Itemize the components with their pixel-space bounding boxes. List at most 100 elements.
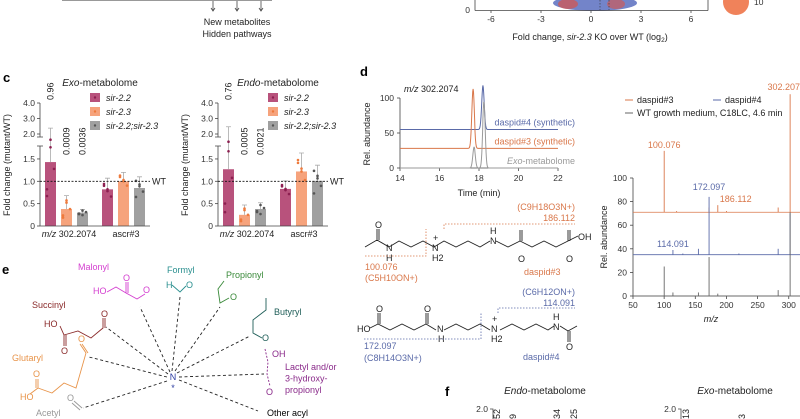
- data-point: [102, 182, 106, 186]
- atom: H: [386, 253, 393, 263]
- atom: N: [432, 243, 439, 253]
- acyl-label-glutaryl: Glutaryl: [12, 353, 43, 363]
- succinyl-structure: [59, 318, 106, 346]
- legend-label: sir-2.2: [106, 93, 131, 103]
- legend-dot: [271, 124, 275, 127]
- acyl-label-lactyl: 3-hydroxy-: [285, 374, 328, 384]
- y-tick-label: 80: [618, 197, 628, 207]
- volcano-xtick: 3: [639, 14, 644, 24]
- acyl-label-lactyl: propionyl: [285, 385, 322, 395]
- volcano-xtick: -3: [537, 14, 545, 24]
- atom: N: [490, 236, 497, 246]
- acyl-label-other: Other acyl: [267, 408, 308, 418]
- legend-dot: [271, 96, 275, 99]
- legend-dot: [93, 124, 97, 127]
- acyl-label-acetyl: Acetyl: [36, 408, 61, 418]
- fragment-formula: (C5H10ON+): [365, 273, 418, 283]
- p-value-label: 0.76: [224, 82, 234, 100]
- chart-title: Exo-metabolome: [62, 78, 138, 89]
- p-value-label: 0.0009: [62, 127, 72, 155]
- atom: +: [492, 314, 497, 324]
- data-point: [77, 212, 81, 215]
- y-tick-label: 50: [385, 128, 395, 138]
- acyl-label-succinyl: Succinyl: [32, 300, 66, 310]
- data-point: [239, 218, 243, 221]
- glutaryl-structure: [29, 343, 89, 395]
- volcano-xtick: -6: [487, 14, 495, 24]
- y-tick-label: 0: [389, 163, 394, 173]
- y-tick-label: 20: [618, 267, 628, 277]
- atom: O: [78, 334, 85, 344]
- p-value-label: 0.96: [46, 82, 56, 100]
- data-point: [102, 184, 106, 188]
- data-point: [61, 214, 65, 217]
- category-italic: m/z: [42, 229, 57, 239]
- data-point: [106, 188, 109, 191]
- atom: O: [61, 346, 68, 356]
- data-point: [296, 161, 300, 165]
- caption-new-metabolites: New metabolites: [204, 17, 271, 27]
- y-tick-label: 0: [30, 221, 35, 231]
- y-tick-label: 1.5: [201, 154, 213, 164]
- bar-sir-2-2: [223, 169, 234, 226]
- acyl-label-formyl: Formyl: [167, 265, 195, 275]
- panel-f: Endo-metabolome Exo-metabolome 2.0 2.0 5…: [476, 386, 773, 419]
- panel-label-c: c: [3, 70, 10, 85]
- legend-label: sir-2.2;sir-2.3: [106, 121, 158, 131]
- wt-label: WT: [152, 176, 166, 186]
- data-point: [312, 169, 316, 173]
- x-tick-label: 16: [435, 173, 445, 183]
- atom: HO: [44, 319, 58, 329]
- data-point: [300, 170, 303, 173]
- bar-sir-2-3: [61, 209, 72, 226]
- data-point: [246, 213, 250, 217]
- title-text: -metabolome: [79, 78, 138, 89]
- p-value-label: 0.0036: [78, 127, 88, 155]
- y-tick-label: 3.0: [23, 114, 35, 124]
- p-value-label: 0.0021: [256, 127, 266, 155]
- compound-name: daspid#3: [524, 267, 561, 277]
- atom: H: [553, 312, 560, 322]
- data-point: [243, 207, 246, 210]
- data-point: [84, 210, 88, 214]
- atom: O: [143, 285, 150, 295]
- atom: +: [433, 233, 438, 243]
- atom: H2: [491, 334, 503, 344]
- legend-dot: [93, 110, 97, 113]
- y-tick-label: 40: [618, 244, 628, 254]
- wt-label: WT: [330, 176, 344, 186]
- bar-chart-endo: Endo-metabolome Fold change (mutant/WT) 0 0…: [180, 78, 344, 239]
- atom: H: [166, 280, 173, 290]
- category-text: ascr#3: [112, 229, 139, 239]
- data-point: [141, 190, 145, 193]
- y-tick-label: 1.5: [23, 154, 35, 164]
- legend-label: sir-2.2: [284, 93, 309, 103]
- acyl-diagram: N * HO O O Malonyl H O Formyl O Propiony…: [12, 262, 337, 418]
- data-point: [49, 138, 52, 141]
- data-point: [106, 189, 109, 193]
- peak-label: 186.112: [720, 194, 752, 204]
- trace-line: [400, 88, 558, 149]
- data-point: [138, 183, 141, 186]
- data-point: [300, 167, 303, 170]
- y-tick-label: 60: [618, 220, 628, 230]
- data-point: [227, 140, 230, 143]
- bar-sir-2-2: [280, 188, 291, 226]
- volcano-red-points: [558, 0, 578, 9]
- panel-label-e: e: [2, 262, 9, 277]
- data-point: [134, 195, 138, 199]
- y-tick-label: 1.0: [23, 176, 35, 186]
- atom: O: [123, 273, 130, 283]
- malonyl-structure: [106, 282, 146, 300]
- y-tick-label: 0.5: [201, 199, 213, 209]
- category-text: 302.2074: [234, 229, 274, 239]
- fragment-lines: [365, 223, 575, 257]
- data-point: [49, 146, 52, 149]
- data-point: [255, 209, 259, 213]
- atom: O: [67, 393, 74, 403]
- peak-label: 114.091: [657, 239, 689, 249]
- lactyl-structure: [264, 348, 271, 387]
- data-point: [280, 183, 284, 187]
- trace-label-text: -metabolome: [522, 156, 575, 166]
- f-exo-ytick: 2.0: [664, 404, 676, 414]
